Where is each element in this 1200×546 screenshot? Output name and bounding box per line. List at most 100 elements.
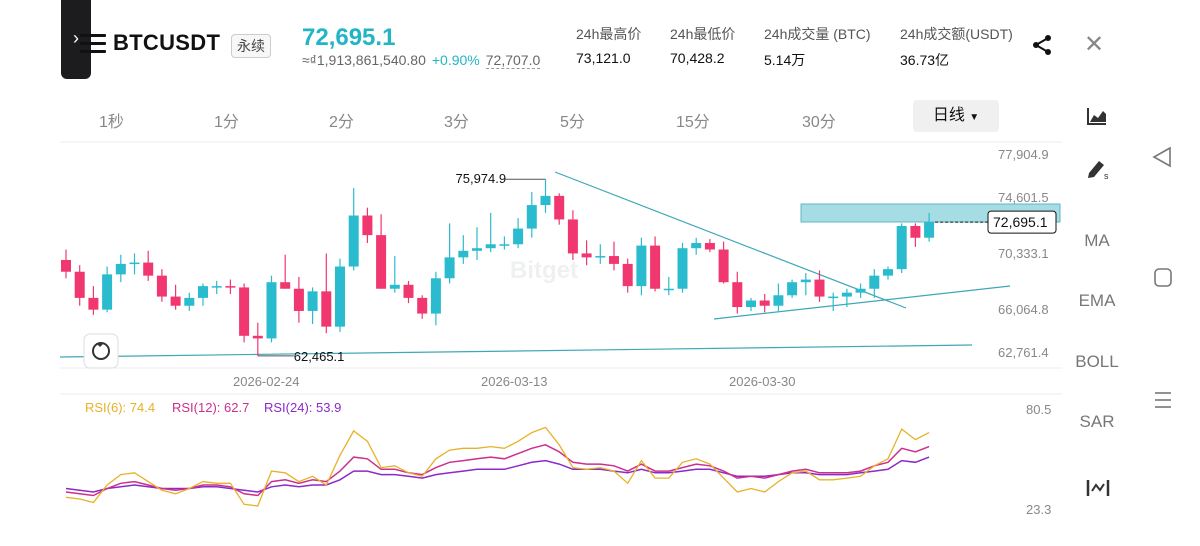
chevron-right-icon: ›: [73, 28, 79, 48]
candle-body: [115, 263, 126, 275]
reset-view-button[interactable]: [83, 333, 119, 369]
candle: [239, 283, 250, 343]
fullscreen-range-icon[interactable]: [1086, 478, 1110, 498]
tab-1s[interactable]: 1秒: [99, 114, 124, 131]
candle-body: [609, 256, 619, 264]
candle: [348, 188, 359, 271]
close-icon[interactable]: ✕: [1084, 31, 1105, 58]
candle: [88, 286, 99, 315]
candle: [156, 269, 167, 302]
candle: [444, 223, 455, 284]
candle-body: [280, 282, 291, 289]
candle-body: [348, 215, 359, 267]
candle: [389, 256, 400, 293]
candle-body: [143, 262, 154, 276]
candle-body: [444, 257, 455, 279]
candle: [335, 258, 345, 332]
candle: [540, 179, 551, 213]
candle-body: [430, 278, 441, 314]
candle: [787, 279, 798, 298]
candle: [869, 269, 880, 298]
candle-body: [650, 245, 661, 289]
back-nav-icon[interactable]: [1150, 146, 1176, 168]
candle: [704, 239, 715, 253]
recents-nav-icon[interactable]: [1150, 388, 1176, 412]
high-annotation: 75,974.9: [456, 171, 546, 186]
candle-body: [184, 297, 195, 306]
candle: [732, 271, 743, 314]
tab-daily[interactable]: 日线 ▼: [913, 100, 999, 132]
candle: [841, 288, 852, 308]
candle-body: [540, 195, 551, 206]
y-tick-label: 70,333.1: [998, 246, 1049, 261]
expand-button[interactable]: ›: [61, 0, 91, 79]
chart-type-icon[interactable]: [1086, 106, 1108, 126]
candle-body: [88, 297, 99, 310]
candle: [567, 210, 578, 260]
tab-15m[interactable]: 15分: [676, 114, 710, 131]
x-tick-label: 2026-02-24: [233, 374, 300, 389]
candle: [266, 275, 277, 343]
home-nav-icon[interactable]: [1150, 266, 1176, 290]
last-price-tag[interactable]: 72,695.1: [987, 210, 1057, 234]
contract-type-badge: 永续: [231, 34, 271, 58]
candle-body: [266, 282, 277, 339]
candle: [184, 292, 195, 311]
candle: [896, 223, 907, 274]
low-annotation-text: 62,465.1: [294, 349, 345, 364]
candle-body: [677, 248, 688, 289]
candle: [198, 283, 208, 306]
tab-30m[interactable]: 30分: [802, 114, 836, 131]
candle: [924, 212, 935, 242]
candle: [650, 236, 661, 292]
symbol-title[interactable]: BTCUSDT: [113, 30, 221, 55]
indicator-ema[interactable]: EMA: [1078, 291, 1116, 310]
candle: [773, 283, 784, 311]
candle-body: [499, 244, 510, 246]
candle-body: [211, 286, 222, 288]
last-price: 72,695.1: [302, 24, 396, 51]
caret-down-icon: ▼: [969, 112, 980, 123]
candle: [759, 293, 770, 313]
candle-body: [869, 275, 880, 289]
indicator-ma[interactable]: MA: [1084, 231, 1110, 250]
candle-body: [307, 291, 318, 311]
watermark: Bitget: [510, 257, 578, 284]
candle: [280, 254, 291, 289]
candle-body: [526, 205, 537, 229]
candle-body: [403, 284, 414, 298]
candle: [581, 240, 592, 266]
candle: [362, 207, 373, 243]
share-icon[interactable]: [1030, 33, 1054, 57]
candles-group: [61, 179, 935, 356]
indicator-boll[interactable]: BOLL: [1075, 352, 1119, 371]
tab-5m[interactable]: 5分: [560, 114, 585, 131]
candle-body: [417, 297, 428, 314]
candle-body: [485, 244, 496, 249]
y-tick-label: 66,064.8: [998, 302, 1049, 317]
y-tick-label: 74,601.5: [998, 190, 1049, 205]
fiat-equivalent: ≈₫1,913,861,540.80: [302, 52, 426, 68]
candle: [458, 235, 469, 264]
candle: [129, 253, 140, 275]
candle: [225, 279, 236, 294]
tab-2m[interactable]: 2分: [329, 114, 354, 131]
candle: [910, 223, 921, 247]
candle-body: [513, 228, 524, 245]
candlestick-chart[interactable]: Bitget 77,904.9 74,601.5 70,333.1 66,064…: [0, 0, 1070, 546]
drawing-tool-icon[interactable]: s: [1085, 157, 1111, 181]
tab-3m[interactable]: 3分: [444, 114, 469, 131]
x-tick-label: 2026-03-13: [481, 374, 548, 389]
candle: [746, 297, 756, 311]
candle: [883, 266, 893, 280]
candle: [691, 237, 702, 255]
candle: [814, 270, 825, 302]
menu-icon[interactable]: [80, 34, 106, 56]
indicator-sar[interactable]: SAR: [1079, 412, 1115, 431]
candle-body: [759, 300, 770, 306]
trendline-descending: [554, 171, 907, 309]
candle-body: [74, 271, 85, 298]
candle-body: [704, 242, 715, 250]
tab-1m[interactable]: 1分: [214, 114, 239, 131]
mark-price[interactable]: 72,707.0: [485, 52, 541, 69]
